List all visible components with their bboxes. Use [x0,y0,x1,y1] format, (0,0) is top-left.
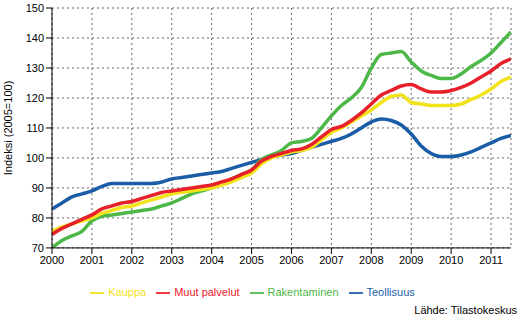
svg-text:2011: 2011 [479,254,503,266]
svg-text:2007: 2007 [319,254,343,266]
svg-text:2009: 2009 [399,254,423,266]
html-text:Rakentaminen: Rakentaminen [267,285,339,298]
svg-text:2005: 2005 [239,254,263,266]
svg-text:100: 100 [26,152,44,164]
svg-text:120: 120 [26,92,44,104]
svg-text:2003: 2003 [159,254,183,266]
html-text:Muut palvelut: Muut palvelut [174,285,240,298]
svg-text:70: 70 [32,242,44,254]
html-text:Lähde: Tilastokeskus: Lähde: Tilastokeskus [414,304,517,316]
svg-text:90: 90 [32,182,44,194]
svg-text:110: 110 [26,122,44,134]
svg-text:2001: 2001 [80,254,104,266]
svg-text:80: 80 [32,212,44,224]
svg-text:130: 130 [26,62,44,74]
svg-text:2008: 2008 [359,254,383,266]
svg-text:2006: 2006 [279,254,303,266]
svg-text:2004: 2004 [199,254,223,266]
svg-text:2000: 2000 [40,254,64,266]
html-text:Kauppa: Kauppa [108,285,147,298]
svg-text:150: 150 [26,2,44,14]
html-text:Teollisuus: Teollisuus [366,285,415,298]
svg-text:2002: 2002 [120,254,144,266]
svg-text:140: 140 [26,32,44,44]
svg-text:Indeksi (2005=100): Indeksi (2005=100) [8,81,14,175]
svg-text:2010: 2010 [439,254,463,266]
